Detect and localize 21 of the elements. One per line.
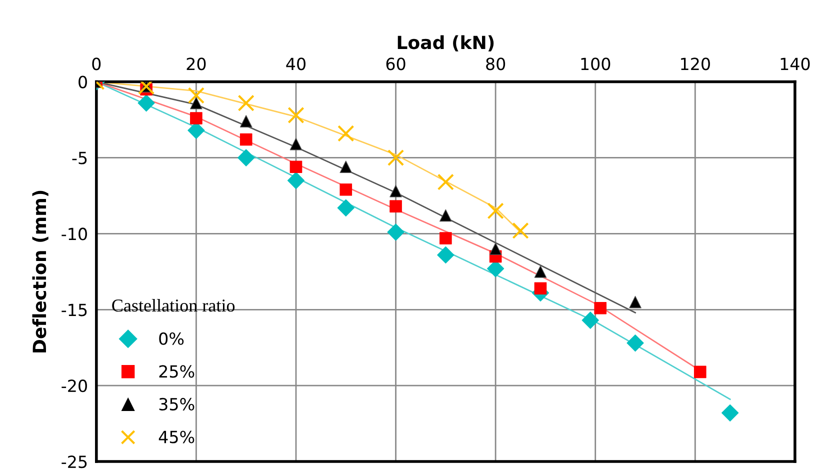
x-tick-label: 100 (581, 58, 610, 70)
y-tick-label: 0 (78, 76, 87, 88)
legend-label: 35% (159, 398, 194, 411)
legend-label: 0% (159, 332, 184, 345)
x-tick-label: 40 (286, 58, 306, 70)
legend-label: 45% (158, 430, 194, 444)
y-axis-title: Deflection (mm) (32, 190, 48, 352)
x-tick-label: 0 (92, 58, 101, 70)
legend-title: Castellation ratio (112, 298, 235, 312)
x-tick-label: 60 (386, 58, 406, 70)
y-tick-label: -15 (62, 304, 87, 316)
x-tick-label: 80 (486, 58, 506, 70)
x-tick-label: 140 (780, 58, 810, 70)
x-axis-title: Load (kN) (398, 35, 494, 52)
legend-label: 25% (159, 365, 194, 378)
x-tick-label: 120 (681, 58, 710, 70)
y-tick-label: -10 (62, 228, 87, 240)
y-tick-label: -5 (72, 152, 87, 164)
y-tick-label: -25 (62, 456, 87, 468)
x-tick-label: 20 (186, 58, 206, 70)
y-tick-label: -20 (62, 380, 87, 392)
